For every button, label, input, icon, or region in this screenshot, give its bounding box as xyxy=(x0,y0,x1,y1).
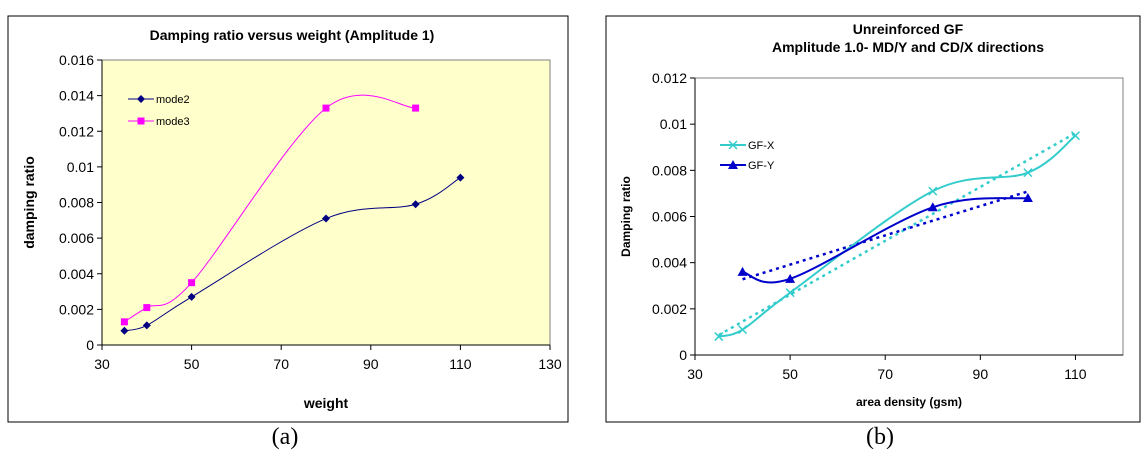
data-point-GF-X xyxy=(1070,131,1080,141)
x-tick-label: 70 xyxy=(273,356,289,372)
data-point-GF-Y xyxy=(927,202,938,212)
y-axis-title: damping ratio xyxy=(21,156,37,249)
data-point-GF-X-stroke-b xyxy=(738,325,748,335)
legend-marker-mode3 xyxy=(137,117,145,125)
y-tick-label: 0.01 xyxy=(67,159,94,175)
y-tick-label: 0.012 xyxy=(59,123,94,139)
x-tick-label: 30 xyxy=(94,356,110,372)
chart-title-0: Damping ratio versus weight (Amplitude 1… xyxy=(150,27,435,43)
trendline-GF-Y xyxy=(742,190,1029,281)
data-point-mode3 xyxy=(412,104,420,112)
x-tick-label: 30 xyxy=(687,366,703,382)
y-tick-label: 0.016 xyxy=(59,52,94,68)
legend-marker-GF-Y xyxy=(728,160,738,169)
x-tick-label: 50 xyxy=(782,366,798,382)
chart-panel-a: Damping ratio versus weight (Amplitude 1… xyxy=(0,0,570,464)
data-point-GF-Y xyxy=(1022,193,1033,203)
data-point-mode2 xyxy=(322,214,330,223)
data-point-mode3 xyxy=(322,104,330,112)
chart-title-0: Unreinforced GF xyxy=(853,21,964,37)
data-point-GF-Y xyxy=(785,273,796,283)
legend-label-mode2: mode2 xyxy=(156,94,190,106)
chart-title-1: Amplitude 1.0- MD/Y and CD/X directions xyxy=(772,39,1044,55)
data-point-GF-X xyxy=(738,325,748,335)
legend-marker-GF-X xyxy=(728,140,738,150)
data-point-GF-X-stroke-b xyxy=(785,288,795,298)
y-tick-label: 0.006 xyxy=(59,230,94,246)
data-point-GF-X xyxy=(714,332,724,342)
y-tick-label: 0.006 xyxy=(652,209,687,225)
data-point-mode2 xyxy=(411,200,420,209)
data-point-GF-X-stroke-b xyxy=(928,186,938,196)
y-tick-label: 0.01 xyxy=(660,116,687,132)
y-tick-label: 0.002 xyxy=(652,301,687,317)
trendline-GF-X xyxy=(718,132,1077,337)
x-tick-label: 70 xyxy=(877,366,893,382)
y-tick-label: 0 xyxy=(86,337,94,353)
data-point-GF-X-stroke-b xyxy=(1023,168,1033,178)
x-axis-title: area density (gsm) xyxy=(856,395,962,409)
chart-b-svg: Unreinforced GF Amplitude 1.0- MD/Y and C… xyxy=(605,15,1141,423)
data-point-mode2 xyxy=(187,292,196,301)
caption-b: (b) xyxy=(866,424,894,450)
data-point-GF-X xyxy=(785,288,795,298)
y-tick-label: 0.004 xyxy=(652,255,687,271)
data-point-GF-X xyxy=(928,186,938,196)
legend-label-GF-Y: GF-Y xyxy=(748,160,775,172)
y-tick-label: 0.014 xyxy=(59,88,94,104)
data-point-GF-Y xyxy=(737,266,748,276)
data-point-mode3 xyxy=(143,304,151,312)
legend-marker-mode2 xyxy=(137,95,145,103)
y-tick-label: 0.008 xyxy=(652,162,687,178)
caption-a: (a) xyxy=(271,424,299,450)
x-tick-label: 90 xyxy=(973,366,989,382)
data-point-mode2 xyxy=(456,173,465,182)
x-tick-label: 110 xyxy=(449,356,472,372)
series-line-GF-Y xyxy=(742,197,1028,284)
x-tick-label: 50 xyxy=(184,356,200,372)
chart-panel-b: Unreinforced GF Amplitude 1.0- MD/Y and C… xyxy=(572,0,1142,464)
data-point-mode2 xyxy=(120,326,129,335)
legend-marker-GF-X-stroke-b xyxy=(728,140,738,150)
x-tick-label: 110 xyxy=(1064,366,1087,382)
y-tick-label: 0.012 xyxy=(652,70,687,86)
chart-a-svg: Damping ratio versus weight (Amplitude 1… xyxy=(7,15,569,423)
legend-label-mode3: mode3 xyxy=(156,116,190,128)
data-point-mode3 xyxy=(120,318,128,326)
data-point-GF-X-stroke-b xyxy=(714,332,724,342)
data-point-GF-X xyxy=(1023,168,1033,178)
legend-label-GF-X: GF-X xyxy=(748,140,775,152)
data-point-mode3 xyxy=(188,279,196,287)
x-tick-label: 90 xyxy=(363,356,379,372)
x-axis-title: weight xyxy=(303,395,349,411)
y-axis-title: Damping ratio xyxy=(619,176,633,257)
y-tick-label: 0 xyxy=(679,347,687,363)
y-tick-label: 0.008 xyxy=(59,195,94,211)
y-tick-label: 0.004 xyxy=(59,266,94,282)
x-tick-label: 130 xyxy=(538,356,562,372)
data-point-GF-X-stroke-b xyxy=(1070,131,1080,141)
data-point-mode2 xyxy=(142,321,151,330)
y-tick-label: 0.002 xyxy=(59,301,94,317)
